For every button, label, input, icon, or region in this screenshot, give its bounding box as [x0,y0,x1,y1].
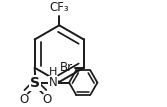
Text: N: N [49,76,57,89]
Text: H: H [49,67,57,77]
Text: Br: Br [59,61,72,74]
Text: S: S [30,76,40,90]
Text: O: O [19,93,28,106]
Text: CF₃: CF₃ [49,1,69,14]
Text: O: O [42,93,52,106]
